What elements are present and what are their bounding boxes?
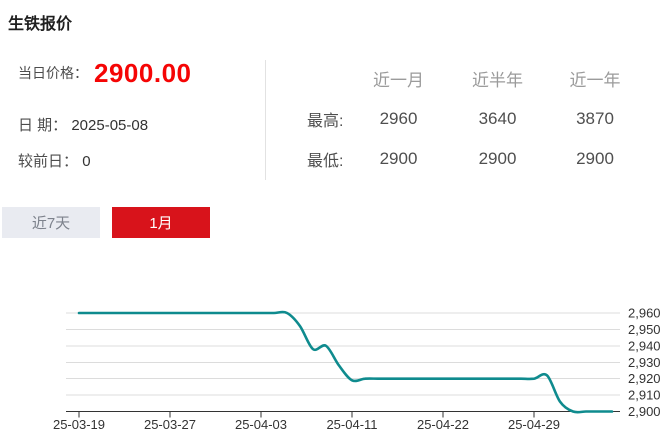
page-title: 生铁报价 (8, 16, 73, 33)
stats-row-high-label: 最高: (307, 113, 344, 130)
y-axis-label: 2,940 (628, 338, 661, 353)
date-row: 日 期： 2025-05-08 (18, 114, 148, 135)
y-axis-label: 2,920 (628, 371, 661, 386)
stats-high-year: 3870 (576, 109, 614, 128)
x-axis-label: 25-04-29 (508, 417, 560, 432)
prev-day-label: 较前日： (18, 153, 79, 170)
price-line-series (77, 310, 614, 414)
y-axis-label: 2,930 (628, 355, 661, 370)
date-label: 日 期： (18, 117, 68, 134)
prev-day-value: 0 (82, 153, 91, 170)
today-price-row: 当日价格： 2900.00 (18, 57, 191, 89)
today-price-value: 2900.00 (94, 57, 192, 88)
date-value: 2025-05-08 (71, 117, 149, 134)
tab-1-month[interactable]: 1月 (112, 207, 210, 238)
x-axis-label: 25-03-27 (144, 417, 196, 432)
stats-low-halfyear: 2900 (478, 149, 517, 168)
stats-high-halfyear: 3640 (478, 109, 517, 128)
today-price-label: 当日价格： (18, 65, 88, 81)
y-axis-label: 2,950 (628, 322, 661, 337)
price-trend-chart: 2,960 2,950 2,940 2,930 2,920 2,910 2,900 25-03… (0, 295, 671, 439)
x-axis-label: 25-03-19 (53, 417, 105, 432)
stats-low-year: 2900 (576, 149, 614, 168)
stats-header-halfyear: 近半年 (472, 70, 523, 90)
prev-day-row: 较前日： 0 (18, 150, 91, 171)
y-axis-label: 2,910 (628, 388, 661, 403)
range-tabs: 近7天 1月 (2, 207, 210, 238)
y-axis-label: 2,900 (628, 404, 661, 419)
stats-header-year: 近一年 (569, 70, 621, 90)
vertical-divider (265, 60, 266, 180)
tab-last-7-days[interactable]: 近7天 (2, 207, 100, 238)
y-axis-label: 2,960 (628, 306, 661, 321)
stats-header-month: 近一月 (373, 70, 424, 90)
stats-low-month: 2900 (379, 149, 418, 168)
x-axis-label: 25-04-11 (326, 417, 377, 432)
x-axis-label: 25-04-22 (417, 417, 469, 432)
stats-table: 近一月 近半年 近一年 最高: 2960 3640 3870 最低: 2900 … (285, 58, 655, 178)
stats-high-month: 2960 (379, 109, 418, 128)
x-axis-label: 25-04-03 (235, 417, 287, 432)
stats-row-low-label: 最低: (307, 153, 344, 170)
